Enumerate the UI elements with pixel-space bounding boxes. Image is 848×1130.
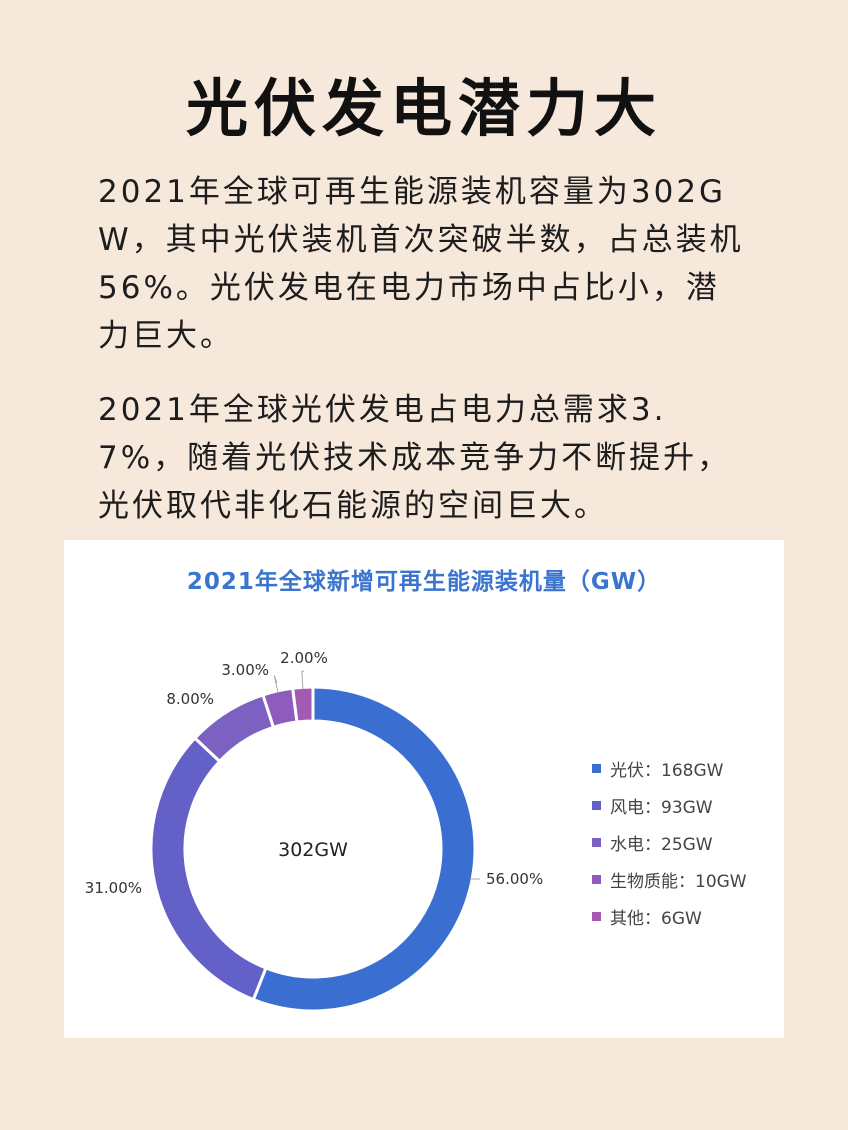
legend-swatch — [592, 801, 601, 810]
legend-label: 光伏：168GW — [610, 761, 724, 781]
leader-line-4 — [273, 675, 279, 693]
legend-label: 生物质能：10GW — [610, 872, 747, 892]
center-label: 302GW — [278, 839, 348, 861]
slice-2 — [149, 735, 268, 1002]
paragraph-1: 2021年全球可再生能源装机容量为302GW，其中光伏装机首次突破半数，占总装机… — [98, 174, 744, 354]
legend-label: 其他：6GW — [610, 909, 702, 929]
paragraph-2: 2021年全球光伏发电占电力总需求3.7%，随着光伏技术成本竞争力不断提升，光伏… — [98, 392, 732, 524]
page-title: 光伏发电潜力大 — [185, 72, 662, 145]
percent-label-3: 8.00% — [166, 690, 214, 708]
chart-title: 2021年全球新增可再生能源装机量（GW） — [186, 569, 662, 595]
percent-label-1: 56.00% — [486, 870, 543, 888]
legend-swatch — [592, 764, 601, 773]
donut-chart: 56.00% 31.00% 8.00% 3.00% 2.00% 302GW — [85, 649, 543, 1013]
leader-line-5 — [301, 670, 305, 690]
slice-1 — [251, 685, 477, 1013]
legend-label: 水电：25GW — [610, 835, 713, 855]
chart-card: 2021年全球新增可再生能源装机量（GW） 56.00% 31.00% 8.00% 3… — [64, 540, 784, 1038]
legend-item: 生物质能：10GW — [592, 861, 747, 898]
legend-item: 其他：6GW — [592, 898, 747, 935]
legend-label: 风电：93GW — [610, 798, 713, 818]
legend-swatch — [592, 838, 601, 847]
legend-item: 光伏：168GW — [592, 750, 747, 787]
legend-item: 风电：93GW — [592, 787, 747, 824]
percent-label-4: 3.00% — [221, 661, 269, 679]
legend-item: 水电：25GW — [592, 824, 747, 861]
chart-legend: 光伏：168GW 风电：93GW 水电：25GW 生物质能：10GW 其他：6GW — [592, 750, 747, 935]
legend-swatch — [592, 912, 601, 921]
legend-swatch — [592, 875, 601, 884]
slice-5 — [291, 685, 315, 724]
percent-label-2: 31.00% — [85, 879, 142, 897]
percent-label-5: 2.00% — [280, 649, 328, 667]
